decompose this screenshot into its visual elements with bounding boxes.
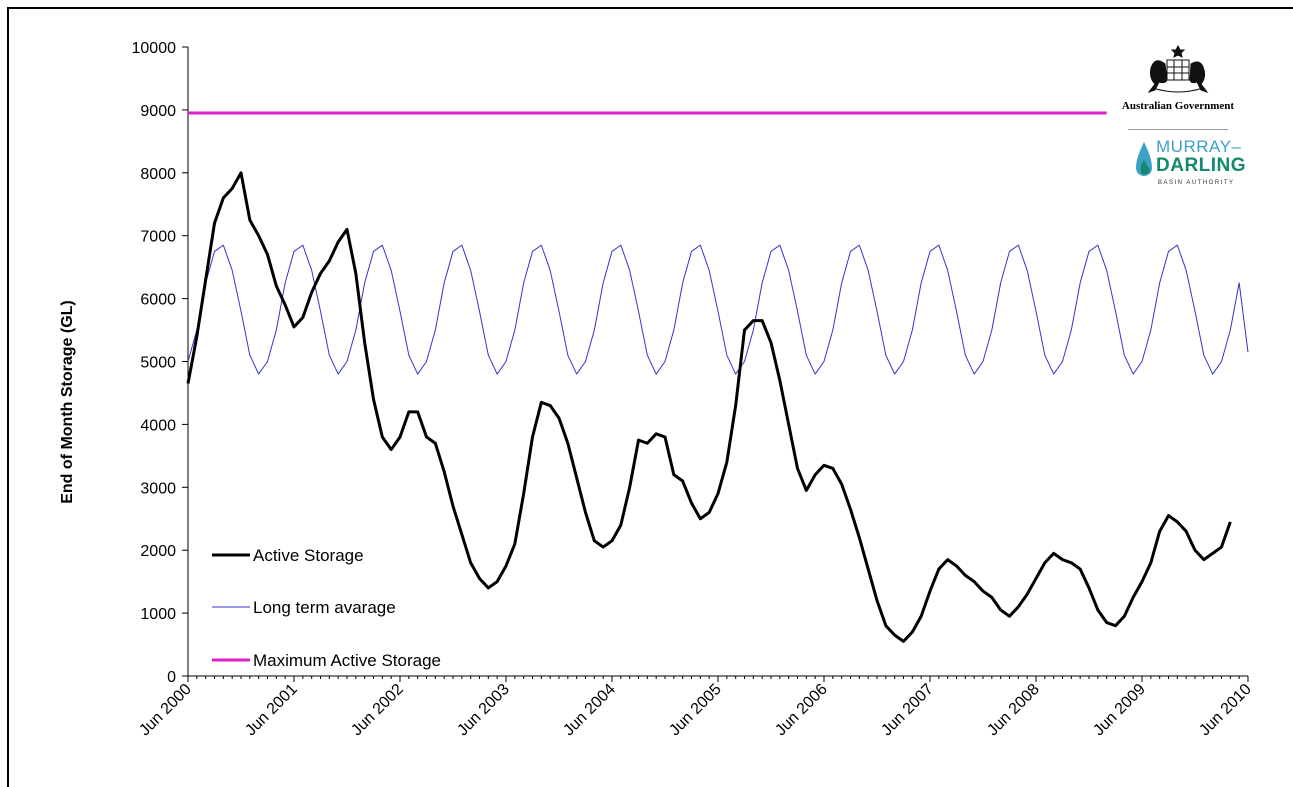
legend-label-1: Long term avarage bbox=[253, 598, 396, 617]
x-tick-label: Jun 2002 bbox=[348, 681, 407, 740]
mdba-line-3: BASIN AUTHORITY bbox=[1158, 180, 1235, 186]
y-tick-label: 8000 bbox=[140, 166, 176, 183]
x-tick-label: Jun 2007 bbox=[878, 681, 937, 740]
y-tick-label: 1000 bbox=[140, 606, 176, 623]
y-tick-label: 2000 bbox=[140, 543, 176, 560]
x-tick-label: Jun 2006 bbox=[772, 681, 831, 740]
y-axis-label: End of Month Storage (GL) bbox=[59, 300, 76, 504]
x-tick-label: Jun 2004 bbox=[560, 681, 619, 740]
y-tick-label: 6000 bbox=[140, 292, 176, 309]
y-tick-label: 10000 bbox=[132, 40, 177, 57]
legend-label-0: Active Storage bbox=[253, 546, 364, 565]
x-tick-label: Jun 2001 bbox=[242, 681, 301, 740]
mdba-line-2: DARLING bbox=[1156, 155, 1247, 176]
x-tick-label: Jun 2008 bbox=[984, 681, 1043, 740]
coat-of-arms-icon bbox=[1147, 44, 1209, 93]
axes: 0 1000 2000 3000 4000 5000 6000 7000 8000 9000 100… bbox=[132, 40, 1255, 739]
series-line-0 bbox=[186, 171, 1232, 643]
chart-frame bbox=[7, 7, 1293, 787]
y-tick-label: 3000 bbox=[140, 480, 176, 497]
water-drop-icon bbox=[1136, 142, 1152, 176]
x-tick-label: Jun 2010 bbox=[1196, 681, 1255, 740]
legend-label-2: Maximum Active Storage bbox=[253, 651, 441, 670]
legend: Active Storage Long term avarage Maximum A… bbox=[212, 546, 441, 670]
logo: Australian Government MURRAY– DARLING BA… bbox=[1108, 40, 1248, 200]
government-text: Australian Government bbox=[1121, 100, 1235, 112]
y-tick-label: 5000 bbox=[140, 355, 176, 372]
x-tick-label: Jun 2009 bbox=[1090, 681, 1149, 740]
series-layer bbox=[186, 111, 1249, 643]
x-tick-label: Jun 2003 bbox=[454, 681, 513, 740]
y-tick-label: 7000 bbox=[140, 229, 176, 246]
x-tick-label: Jun 2000 bbox=[136, 681, 195, 740]
series-line-1 bbox=[187, 244, 1249, 375]
y-tick-label: 9000 bbox=[140, 103, 176, 120]
mdba-line-1: MURRAY– bbox=[1156, 137, 1242, 156]
x-tick-label: Jun 2005 bbox=[666, 681, 725, 740]
y-tick-label: 4000 bbox=[140, 417, 176, 434]
logo-divider bbox=[1128, 129, 1228, 130]
y-tick-label: 0 bbox=[167, 669, 176, 686]
